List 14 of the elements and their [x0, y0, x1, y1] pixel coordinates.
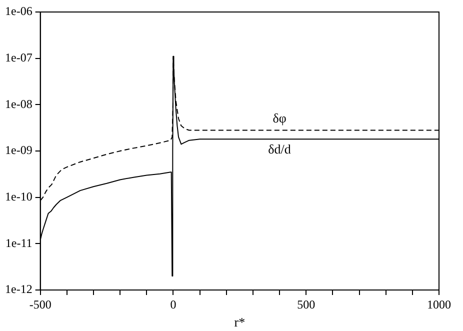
x-axis-title: r*: [234, 314, 246, 330]
y-tick-label: 1e-06: [4, 4, 32, 18]
series-label: δd/d: [268, 142, 292, 157]
y-tick-label: 1e-11: [5, 236, 32, 250]
series-label: δφ: [272, 110, 286, 126]
x-tick-label: -500: [29, 297, 52, 312]
x-tick-label: 1000: [427, 297, 451, 312]
x-tick-label: 0: [170, 297, 176, 312]
y-tick-label: 1e-09: [4, 143, 32, 158]
x-tick-label: 500: [297, 297, 316, 312]
y-tick-label: 1e-07: [4, 50, 32, 64]
y-tick-label: 1e-08: [4, 96, 32, 111]
y-tick-label: 1e-12: [4, 282, 32, 296]
y-tick-label: 1e-10: [4, 189, 32, 204]
